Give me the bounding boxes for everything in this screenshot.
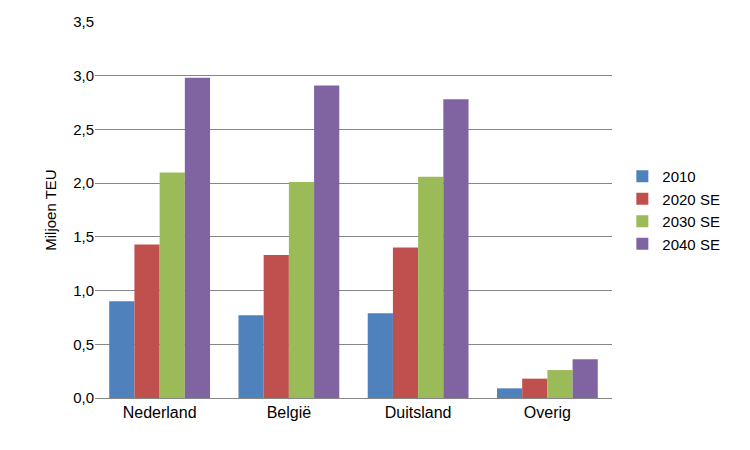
svg-text:2030 SE: 2030 SE [662,213,720,230]
svg-text:Miljoen TEU: Miljoen TEU [42,169,59,250]
svg-text:2,0: 2,0 [73,174,94,191]
svg-text:Nederland: Nederland [123,404,197,421]
svg-text:3,5: 3,5 [73,13,94,30]
svg-text:Overig: Overig [524,404,571,421]
svg-text:2020 SE: 2020 SE [662,191,720,208]
svg-text:2010: 2010 [662,168,695,185]
svg-text:2,5: 2,5 [73,121,94,138]
svg-text:2040 SE: 2040 SE [662,236,720,253]
svg-text:0,5: 0,5 [73,336,94,353]
svg-text:3,0: 3,0 [73,67,94,84]
svg-text:Duitsland: Duitsland [385,404,452,421]
svg-text:België: België [267,404,312,421]
svg-text:1,5: 1,5 [73,228,94,245]
svg-text:1,0: 1,0 [73,282,94,299]
svg-text:0,0: 0,0 [73,389,94,406]
